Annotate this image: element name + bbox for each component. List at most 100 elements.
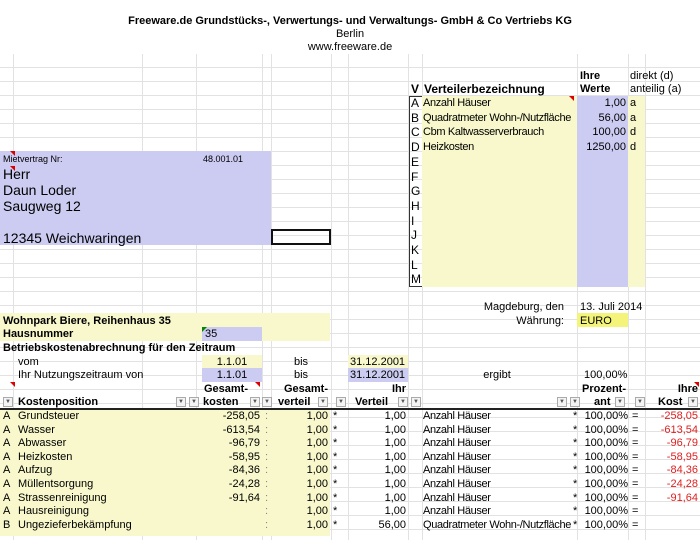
selected-cell[interactable] — [271, 229, 331, 245]
cost-row-own[interactable]: 1,00 — [384, 423, 406, 436]
dist-row-value[interactable]: 1250,00 — [586, 141, 626, 154]
cost-row-dist[interactable]: 1,00 — [306, 423, 328, 436]
cost-row-own[interactable]: 1,00 — [384, 450, 406, 463]
dist-row-name[interactable]: Cbm Kaltwasserverbrauch — [423, 126, 544, 139]
dist-row-value[interactable]: 56,00 — [598, 111, 626, 124]
currency-label: Währung: — [516, 315, 564, 327]
cost-row-distributor[interactable]: Anzahl Häuser — [423, 410, 491, 422]
cost-row-dist[interactable]: 1,00 — [306, 450, 328, 463]
filter-dropdown-cost[interactable]: ▼ — [688, 397, 698, 407]
dist-row-type[interactable]: a — [630, 111, 637, 124]
from-date[interactable]: 1.1.01 — [216, 356, 248, 368]
cost-row-dist[interactable]: 1,00 — [306, 505, 328, 518]
dist-row-type[interactable]: d — [630, 126, 637, 139]
cost-row-position[interactable]: Abwasser — [18, 437, 67, 450]
cost-row-position[interactable]: Strassenreinigung — [18, 491, 107, 504]
cost-row-total[interactable]: -91,64 — [228, 491, 260, 504]
dist-row-name[interactable]: Heizkosten — [423, 141, 474, 154]
cost-row-position[interactable]: Wasser — [18, 423, 55, 436]
cost-row-sep: : — [265, 505, 269, 518]
house-number[interactable]: 35 — [205, 328, 218, 340]
cost-row-distributor[interactable]: Anzahl Häuser — [423, 464, 491, 477]
filter-dropdown-distributor[interactable]: ▼ — [557, 397, 567, 407]
cost-row-eq: = — [632, 518, 639, 531]
cost-row-position[interactable]: Hausreinigung — [18, 505, 89, 518]
cost-row-dist[interactable]: 1,00 — [306, 410, 328, 422]
usage-from-date[interactable]: 1.1.01 — [216, 369, 248, 381]
cost-row-position[interactable]: Müllentsorgung — [18, 478, 94, 490]
cost-row-total[interactable]: -24,28 — [228, 478, 260, 490]
col-dist-2: verteil — [278, 396, 311, 408]
dist-row-type[interactable]: d — [630, 141, 637, 154]
cost-row-pct: 100,00% — [584, 478, 628, 490]
cost-row-dist[interactable]: 1,00 — [306, 437, 328, 450]
filter-dropdown-mul[interactable]: ▼ — [336, 397, 346, 407]
cost-row-own[interactable]: 1,00 — [384, 437, 406, 450]
filter-dropdown-own[interactable]: ▼ — [398, 397, 408, 407]
cost-row-total[interactable]: -58,95 — [228, 450, 260, 463]
address-street[interactable]: Saugweg 12 — [3, 198, 81, 214]
cost-row-sep: : — [265, 491, 269, 504]
filter-dropdown-total[interactable]: ▼ — [250, 397, 260, 407]
cost-row-total[interactable]: -96,79 — [228, 437, 260, 450]
cost-row-distributor[interactable]: Quadratmeter Wohn-/Nutzfläche — [423, 518, 571, 531]
to-date[interactable]: 31.12.2001 — [350, 356, 406, 368]
cost-row-total[interactable]: -258,05 — [222, 410, 260, 422]
cost-row-sep: : — [265, 410, 269, 422]
cost-row-own[interactable]: 1,00 — [384, 464, 406, 477]
cost-row-distributor[interactable]: Anzahl Häuser — [423, 423, 491, 436]
cost-row-position[interactable]: Ungezieferbekämpfung — [18, 518, 132, 531]
contract-number[interactable]: 48.001.01 — [203, 154, 244, 164]
cost-row-position[interactable]: Grundsteuer — [18, 410, 80, 422]
dist-row-name[interactable]: Anzahl Häuser — [423, 97, 491, 109]
dist-row-value[interactable]: 100,00 — [592, 126, 626, 139]
dist-row-name[interactable]: Quadratmeter Wohn-/Nutzfläche — [423, 111, 571, 124]
cost-row-dist[interactable]: 1,00 — [306, 478, 328, 490]
cost-row-cost: -91,64 — [666, 491, 698, 504]
filter-dropdown-position[interactable]: ▼ — [176, 397, 186, 407]
cost-row-total[interactable]: -84,36 — [228, 464, 260, 477]
cost-row-cost: -96,79 — [666, 437, 698, 450]
filter-dropdown-own-2[interactable]: ▼ — [411, 397, 421, 407]
cost-row-distributor[interactable]: Anzahl Häuser — [423, 491, 491, 504]
cost-row-own[interactable]: 1,00 — [384, 410, 406, 422]
currency-value[interactable]: EURO — [580, 315, 612, 327]
cost-row-own[interactable]: 1,00 — [384, 491, 406, 504]
cost-row-pct: 100,00% — [584, 505, 628, 518]
filter-dropdown-position-2[interactable]: ▼ — [189, 397, 199, 407]
filter-dropdown-sep[interactable]: ▼ — [262, 397, 272, 407]
cost-row-distributor[interactable]: Anzahl Häuser — [423, 437, 491, 450]
cost-row-own[interactable]: 1,00 — [384, 478, 406, 490]
address-salutation[interactable]: Herr — [3, 166, 31, 182]
dist-col-type-2: anteilig (a) — [630, 83, 682, 95]
filter-dropdown-eq[interactable]: ▼ — [635, 397, 645, 407]
cost-row-eq: = — [632, 437, 639, 450]
filter-dropdown-key[interactable]: ▼ — [3, 397, 13, 407]
address-name[interactable]: Daun Loder — [3, 182, 77, 198]
filter-dropdown-pct[interactable]: ▼ — [615, 397, 625, 407]
dist-row-value[interactable]: 1,00 — [604, 97, 626, 109]
cost-row-cost: -58,95 — [666, 450, 698, 463]
cost-row-dist[interactable]: 1,00 — [306, 518, 328, 531]
date-value[interactable]: 13. Juli 2014 — [580, 301, 643, 313]
cost-row-dist[interactable]: 1,00 — [306, 464, 328, 477]
filter-dropdown-mul2[interactable]: ▼ — [570, 397, 580, 407]
cost-row-total[interactable]: -613,54 — [222, 423, 260, 436]
cost-row-pct: 100,00% — [584, 491, 628, 504]
cost-row-position[interactable]: Aufzug — [18, 464, 53, 477]
cost-row-distributor[interactable]: Anzahl Häuser — [423, 450, 491, 463]
cost-row-distributor[interactable]: Anzahl Häuser — [423, 478, 491, 490]
cost-row-position[interactable]: Heizkosten — [18, 450, 73, 463]
usage-to-date[interactable]: 31.12.2001 — [350, 369, 406, 381]
col-cost-1: Ihre — [677, 383, 698, 395]
cost-row-mul: * — [333, 505, 338, 518]
cost-row-own[interactable]: 1,00 — [384, 505, 406, 518]
cost-row-mul2: * — [573, 423, 578, 436]
dist-row-type[interactable]: a — [630, 97, 637, 109]
filter-dropdown-dist[interactable]: ▼ — [318, 397, 328, 407]
col-pct-1: Prozent- — [582, 383, 626, 395]
address-city[interactable]: 12345 Weichwaringen — [3, 230, 142, 246]
cost-row-dist[interactable]: 1,00 — [306, 491, 328, 504]
cost-row-distributor[interactable]: Anzahl Häuser — [423, 505, 491, 518]
cost-row-own[interactable]: 56,00 — [378, 518, 406, 531]
